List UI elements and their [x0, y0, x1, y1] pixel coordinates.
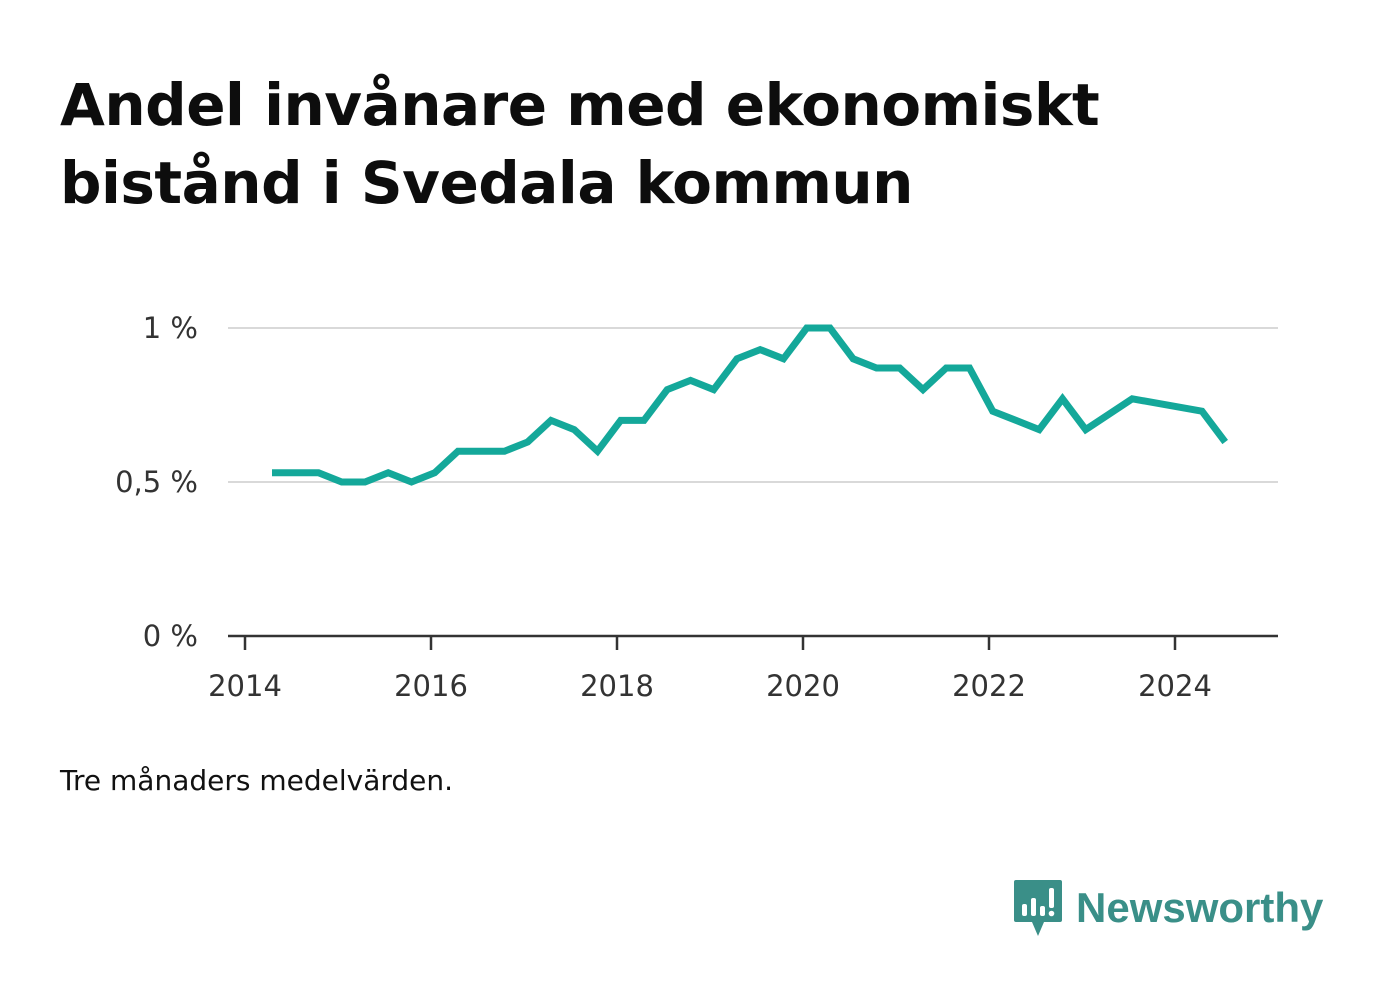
- series-line: [272, 324, 1228, 486]
- x-tick-label: 2018: [580, 669, 654, 703]
- brand-logo: Newsworthy: [1012, 878, 1323, 938]
- newsworthy-logo-icon: [1014, 880, 1062, 936]
- x-tick-label: 2020: [766, 669, 840, 703]
- chart-title: Andel invånare med ekonomiskt bistånd i …: [60, 71, 1100, 217]
- y-tick-label: 1 %: [143, 311, 198, 345]
- y-axis-labels: 0 % 0,5 % 1 %: [115, 311, 198, 653]
- y-tick-label: 0,5 %: [115, 465, 198, 499]
- x-axis: [228, 634, 1278, 650]
- line-chart: 0 % 0,5 % 1 % 2014 2016 2018 2020 2022 2024: [115, 311, 1278, 703]
- series-layer: [272, 324, 1228, 486]
- chart-note: Tre månaders medelvärden.: [60, 764, 454, 797]
- x-tick-label: 2024: [1138, 669, 1212, 703]
- x-tick-label: 2014: [208, 669, 282, 703]
- x-tick-label: 2022: [952, 669, 1026, 703]
- x-tick-label: 2016: [394, 669, 468, 703]
- y-tick-label: 0 %: [143, 619, 198, 653]
- x-axis-labels: 2014 2016 2018 2020 2022 2024: [208, 669, 1212, 703]
- brand-name: Newsworthy: [1076, 884, 1324, 931]
